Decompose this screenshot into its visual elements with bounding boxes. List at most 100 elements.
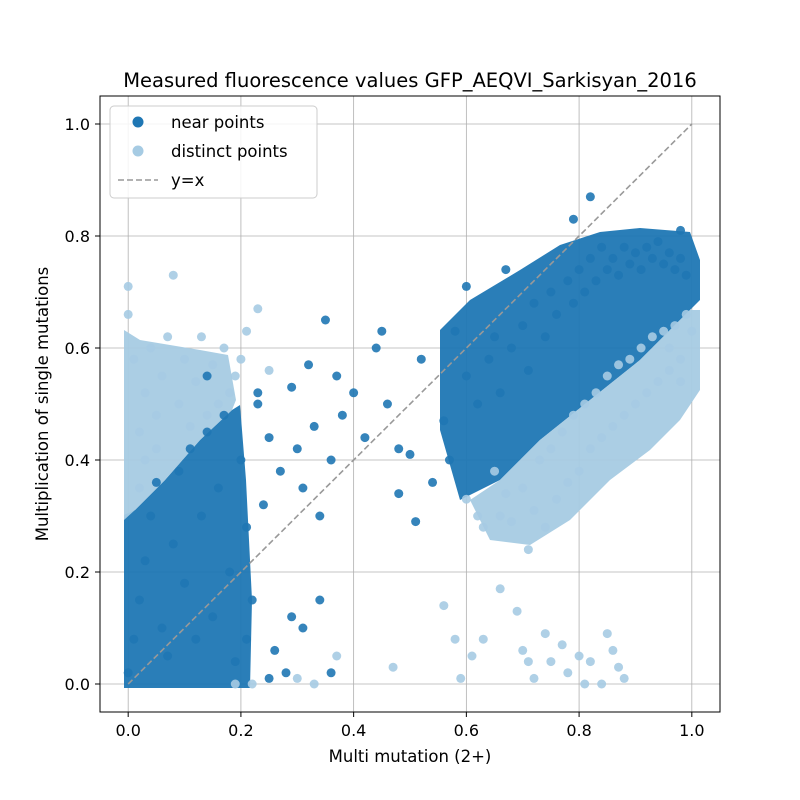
near-points-point — [258, 500, 268, 510]
distinct-points-point — [473, 511, 483, 521]
near-points-point — [371, 343, 381, 353]
distinct-points-point — [580, 399, 590, 409]
near-points-point — [619, 242, 629, 252]
near-points-point — [591, 276, 601, 286]
near-points-point — [523, 365, 533, 375]
distinct-points-point — [242, 326, 252, 336]
near-points-point — [242, 522, 252, 532]
distinct-points-point — [512, 606, 522, 616]
near-points-point — [134, 595, 144, 605]
distinct-points-point — [591, 388, 601, 398]
near-points-point — [174, 466, 184, 476]
distinct-points-point — [332, 651, 342, 661]
x-axis-ticks: 0.0 0.2 0.4 0.6 0.8 1.0 — [115, 712, 705, 740]
near-points-point — [529, 298, 539, 308]
distinct-points-point — [518, 645, 528, 655]
distinct-points-point — [529, 673, 539, 683]
distinct-points-point — [563, 668, 573, 678]
near-points-point — [163, 651, 173, 661]
near-points-point — [444, 455, 454, 465]
near-points-point — [270, 645, 280, 655]
near-points-point — [304, 360, 314, 370]
near-points-point — [253, 399, 263, 409]
point-clusters — [124, 228, 700, 688]
near-points-point — [405, 449, 415, 459]
distinct-points-point — [185, 421, 195, 431]
distinct-points-point — [208, 360, 218, 370]
near-points-point — [202, 371, 212, 381]
distinct-points-point — [450, 634, 460, 644]
distinct-points-point — [202, 410, 212, 420]
distinct-points-point — [568, 410, 578, 420]
near-points-point — [315, 595, 325, 605]
distinct-points-point — [602, 371, 612, 381]
distinct-points-point — [129, 354, 139, 364]
near-points-point — [326, 455, 336, 465]
distinct-points-point — [123, 281, 133, 291]
distinct-points-point — [309, 679, 319, 689]
near-points-point — [309, 421, 319, 431]
near-points-point — [659, 259, 669, 269]
distinct-points-point — [292, 673, 302, 683]
near-points-point — [597, 242, 607, 252]
legend-label-line: y=x — [171, 171, 205, 190]
near-points-point — [157, 623, 167, 633]
near-points-point — [191, 634, 201, 644]
distinct-points-point — [247, 679, 257, 689]
near-points-point — [219, 410, 229, 420]
y-tick-label: 0.4 — [65, 451, 90, 470]
distinct-points-point — [552, 494, 562, 504]
chart-title: Measured fluorescence values GFP_AEQVI_S… — [123, 69, 697, 92]
near-points-point — [287, 382, 297, 392]
near-points-point — [360, 433, 370, 443]
distinct-points-point — [540, 629, 550, 639]
distinct-points-point — [180, 354, 190, 364]
x-tick-label: 0.0 — [115, 721, 140, 740]
distinct-points-point — [676, 377, 686, 387]
distinct-points-point — [461, 494, 471, 504]
y-axis-ticks: 0.0 0.2 0.4 0.6 0.8 1.0 — [65, 115, 100, 694]
near-points-point — [196, 511, 206, 521]
distinct-points-point — [230, 371, 240, 381]
distinct-points-point — [388, 662, 398, 672]
distinct-points-point — [456, 673, 466, 683]
near-points-point — [208, 612, 218, 622]
near-points-point — [552, 309, 562, 319]
distinct-points-point — [681, 309, 691, 319]
distinct-points-point — [647, 332, 657, 342]
near-points-point — [140, 556, 150, 566]
x-axis-label: Multi mutation (2+) — [329, 747, 492, 766]
near-points-point — [568, 298, 578, 308]
distinct-points-point — [523, 657, 533, 667]
near-cluster-left — [124, 405, 252, 688]
distinct-points-point — [529, 505, 539, 515]
near-points-point — [602, 265, 612, 275]
near-points-point — [230, 657, 240, 667]
distinct-points-point — [585, 444, 595, 454]
distinct-points-point — [574, 651, 584, 661]
distinct-points-point — [608, 645, 618, 655]
distinct-points-point — [602, 629, 612, 639]
near-points-point — [664, 248, 674, 258]
distinct-points-point — [191, 377, 201, 387]
near-points-point — [580, 287, 590, 297]
near-points-point — [670, 265, 680, 275]
near-points-point — [518, 321, 528, 331]
plot-area-frame — [99, 95, 721, 713]
y-axis-label: Multiplication of single mutations — [33, 267, 52, 542]
distinct-points-point — [659, 326, 669, 336]
y-tick-label: 0.6 — [65, 339, 90, 358]
distinct-points-point — [467, 651, 477, 661]
near-points-point — [326, 668, 336, 678]
near-points-point — [653, 237, 663, 247]
near-points-point — [185, 444, 195, 454]
distinct-points-point — [264, 365, 274, 375]
near-points-point — [180, 578, 190, 588]
near-points-point — [202, 427, 212, 437]
x-tick-label: 1.0 — [679, 721, 704, 740]
near-points-point — [676, 225, 686, 235]
distinct-points-point — [546, 444, 556, 454]
near-points-point — [292, 444, 302, 454]
distinct-points-point — [478, 634, 488, 644]
distinct-points-point — [670, 321, 680, 331]
